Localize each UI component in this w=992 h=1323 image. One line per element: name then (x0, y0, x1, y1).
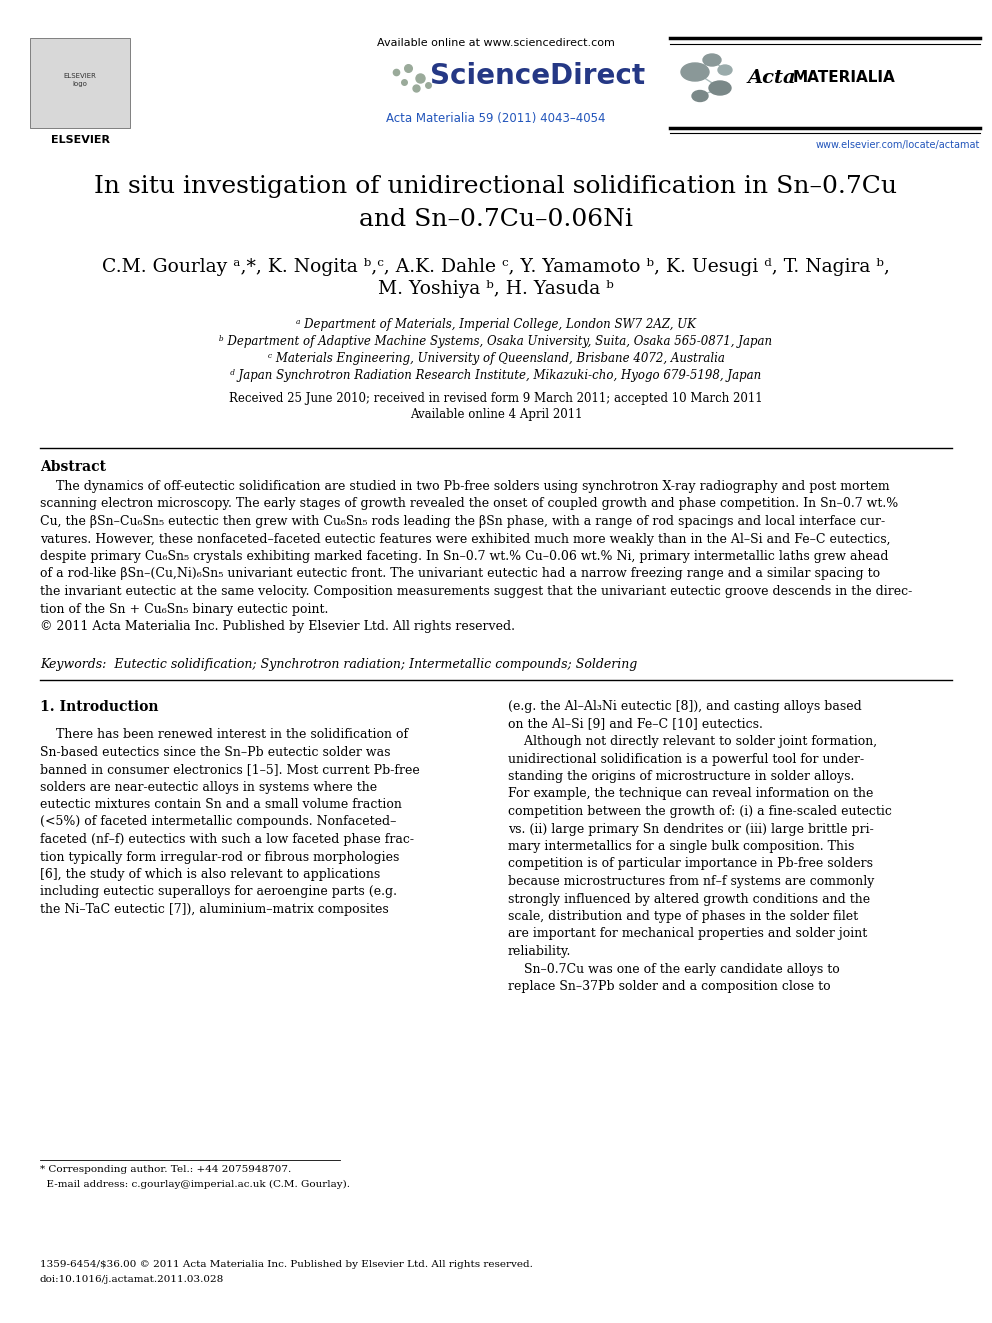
Text: Keywords:  Eutectic solidification; Synchrotron radiation; Intermetallic compoun: Keywords: Eutectic solidification; Synch… (40, 658, 637, 671)
Text: doi:10.1016/j.actamat.2011.03.028: doi:10.1016/j.actamat.2011.03.028 (40, 1275, 224, 1285)
Text: 1359-6454/$36.00 © 2011 Acta Materialia Inc. Published by Elsevier Ltd. All righ: 1359-6454/$36.00 © 2011 Acta Materialia … (40, 1259, 533, 1269)
Text: There has been renewed interest in the solidification of
Sn-based eutectics sinc: There has been renewed interest in the s… (40, 728, 420, 916)
Text: In situ investigation of unidirectional solidification in Sn–0.7Cu: In situ investigation of unidirectional … (94, 175, 898, 198)
Text: ᵇ Department of Adaptive Machine Systems, Osaka University, Suita, Osaka 565-087: ᵇ Department of Adaptive Machine Systems… (219, 335, 773, 348)
Text: (e.g. the Al–Al₃Ni eutectic [8]), and casting alloys based
on the Al–Si [9] and : (e.g. the Al–Al₃Ni eutectic [8]), and ca… (508, 700, 892, 994)
Ellipse shape (703, 54, 721, 66)
Text: ELSEVIER: ELSEVIER (51, 135, 109, 146)
Text: ᶜ Materials Engineering, University of Queensland, Brisbane 4072, Australia: ᶜ Materials Engineering, University of Q… (268, 352, 724, 365)
Text: Available online at www.sciencedirect.com: Available online at www.sciencedirect.co… (377, 38, 615, 48)
Ellipse shape (718, 65, 732, 75)
FancyBboxPatch shape (30, 38, 130, 128)
Text: E-mail address: c.gourlay@imperial.ac.uk (C.M. Gourlay).: E-mail address: c.gourlay@imperial.ac.uk… (40, 1180, 350, 1189)
Text: M. Yoshiya ᵇ, H. Yasuda ᵇ: M. Yoshiya ᵇ, H. Yasuda ᵇ (378, 280, 614, 298)
Ellipse shape (692, 90, 708, 102)
Text: Acta Materialia 59 (2011) 4043–4054: Acta Materialia 59 (2011) 4043–4054 (386, 112, 606, 124)
Text: 1. Introduction: 1. Introduction (40, 700, 159, 714)
Text: ScienceDirect: ScienceDirect (430, 62, 645, 90)
Text: www.elsevier.com/locate/actamat: www.elsevier.com/locate/actamat (815, 140, 980, 149)
Text: ᵈ Japan Synchrotron Radiation Research Institute, Mikazuki-cho, Hyogo 679-5198, : ᵈ Japan Synchrotron Radiation Research I… (230, 369, 762, 382)
Text: The dynamics of off-eutectic solidification are studied in two Pb-free solders u: The dynamics of off-eutectic solidificat… (40, 480, 913, 632)
Text: ELSEVIER
logo: ELSEVIER logo (63, 73, 96, 87)
Text: Abstract: Abstract (40, 460, 106, 474)
Text: * Corresponding author. Tel.: +44 2075948707.: * Corresponding author. Tel.: +44 207594… (40, 1166, 292, 1174)
Ellipse shape (709, 81, 731, 95)
Text: C.M. Gourlay ᵃ,*, K. Nogita ᵇ,ᶜ, A.K. Dahle ᶜ, Y. Yamamoto ᵇ, K. Uesugi ᵈ, T. Na: C.M. Gourlay ᵃ,*, K. Nogita ᵇ,ᶜ, A.K. Da… (102, 258, 890, 277)
Text: Available online 4 April 2011: Available online 4 April 2011 (410, 407, 582, 421)
Text: ᵃ Department of Materials, Imperial College, London SW7 2AZ, UK: ᵃ Department of Materials, Imperial Coll… (296, 318, 696, 331)
Ellipse shape (681, 64, 709, 81)
Text: Received 25 June 2010; received in revised form 9 March 2011; accepted 10 March : Received 25 June 2010; received in revis… (229, 392, 763, 405)
Text: MATERIALIA: MATERIALIA (793, 70, 896, 86)
Text: and Sn–0.7Cu–0.06Ni: and Sn–0.7Cu–0.06Ni (359, 208, 633, 232)
Text: Acta: Acta (748, 69, 797, 87)
